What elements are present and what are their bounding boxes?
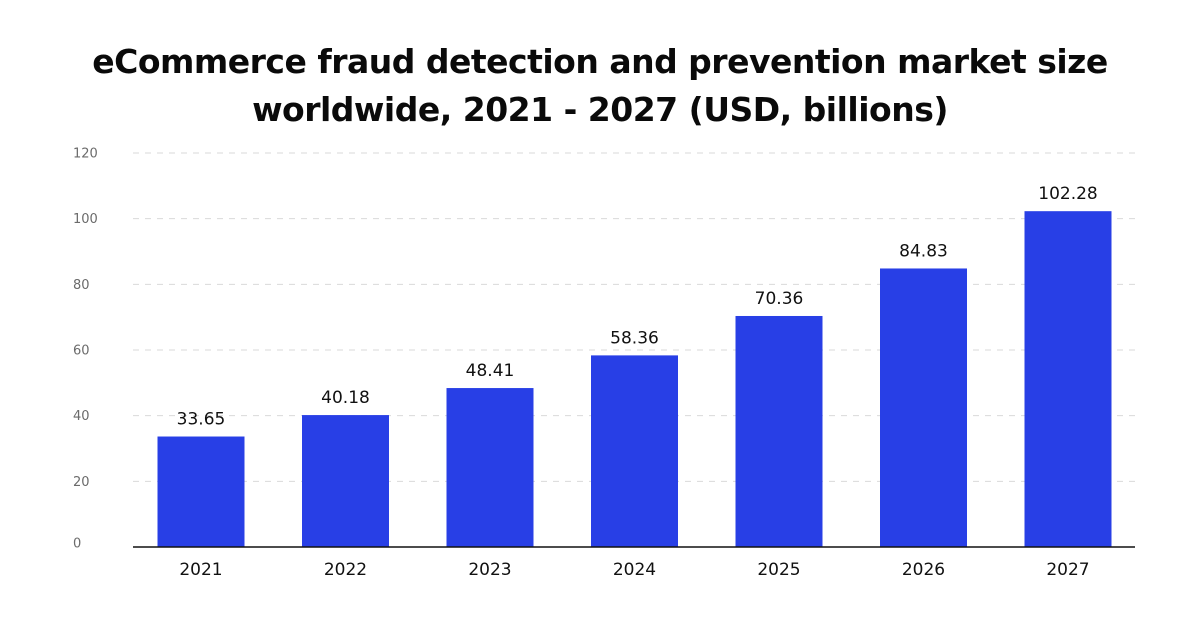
y-tick-label: 80: [73, 278, 90, 293]
data-label-2026: 84.83: [899, 241, 948, 261]
data-label-2027: 102.28: [1038, 184, 1097, 204]
data-label-2024: 58.36: [610, 328, 659, 348]
bar-2021: [157, 436, 245, 547]
data-label-2023: 48.41: [466, 361, 515, 381]
data-label-2022: 40.18: [321, 388, 370, 408]
x-tick-label-2024: 2024: [613, 560, 656, 580]
y-tick-label: 60: [73, 344, 90, 359]
bar-2027: [1024, 211, 1112, 547]
y-tick-label: 0: [73, 537, 81, 552]
x-tick-label-2026: 2026: [902, 560, 945, 580]
bar-2023: [446, 388, 534, 547]
x-tick-label-2027: 2027: [1046, 560, 1089, 580]
y-tick-label: 100: [73, 212, 98, 227]
x-tick-label-2025: 2025: [757, 560, 800, 580]
bar-2026: [880, 268, 967, 547]
bar-2022: [302, 415, 389, 547]
y-tick-label: 20: [73, 475, 90, 490]
y-tick-label: 40: [73, 409, 90, 424]
y-tick-label: 120: [73, 147, 98, 162]
chart-title-line-2: worldwide, 2021 - 2027 (USD, billions): [252, 90, 948, 129]
bar-2025: [735, 315, 823, 547]
x-tick-label-2022: 2022: [324, 560, 367, 580]
x-tick-label-2023: 2023: [468, 560, 511, 580]
chart-title: eCommerce fraud detection and prevention…: [0, 38, 1200, 134]
data-label-2025: 70.36: [755, 289, 804, 309]
data-label-2021: 33.65: [177, 410, 226, 430]
bar-2024: [591, 355, 678, 547]
x-tick-label-2021: 2021: [179, 560, 222, 580]
chart-title-line-1: eCommerce fraud detection and prevention…: [92, 42, 1108, 81]
